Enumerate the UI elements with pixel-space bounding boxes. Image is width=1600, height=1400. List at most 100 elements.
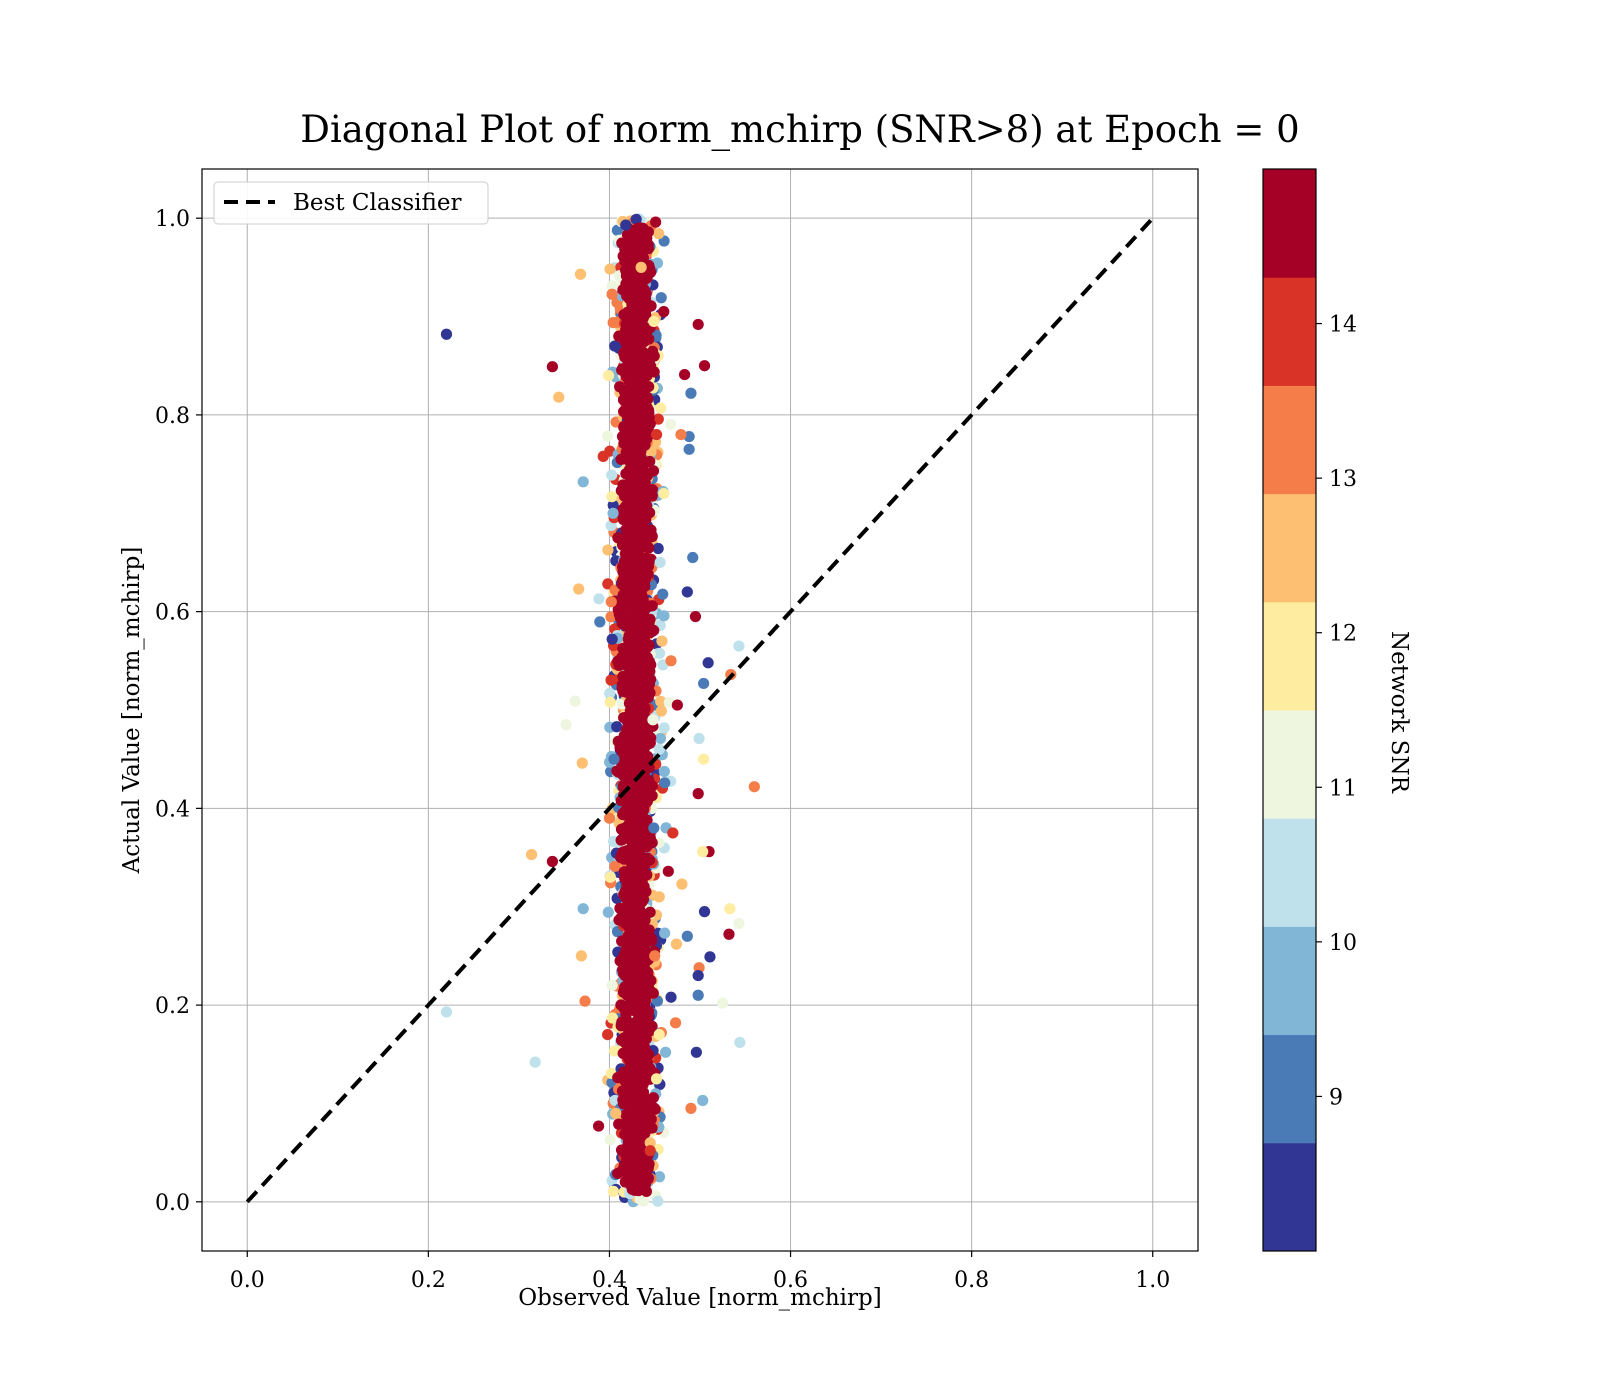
scatter-point [605,596,617,608]
scatter-point [624,1044,636,1057]
scatter-point [646,530,658,543]
x-tick-label: 1.0 [1135,1268,1170,1293]
scatter-point [606,280,618,292]
scatter-point [634,456,646,468]
scatter-point [653,1029,665,1041]
scatter-point [602,906,614,918]
scatter-point [650,1073,663,1085]
scatter-point [629,1061,641,1073]
scatter-point [655,402,667,414]
scatter-point [622,562,635,574]
scatter-point [525,848,538,861]
plot-frame [201,168,1199,1252]
scatter-point [659,927,671,939]
scatter-point [574,268,587,280]
scatter-point [606,633,618,645]
scatter-point [622,973,634,985]
scatter-point [630,952,643,964]
scatter-point [627,534,639,546]
scatter-point [638,608,650,620]
scatter-point [653,743,665,755]
scatter-point [689,610,702,623]
scatter-point [604,1134,616,1146]
scatter-point [602,1029,614,1041]
grid-lines [202,169,1198,1251]
scatter-point [612,655,624,667]
scatter-point [643,678,656,690]
scatter-point [655,292,667,304]
scatter-point [607,499,619,511]
scatter-point [621,1155,633,1167]
scatter-point [634,632,646,644]
colorbar-bin [1263,601,1316,711]
scatter-point [604,696,616,708]
scatter-point [704,951,716,963]
scatter-point [577,476,589,488]
x-tick-label: 0.6 [773,1268,808,1293]
scatter-point [616,1165,628,1177]
scatter-point [632,997,644,1009]
scatter-point [640,239,653,251]
scatter-point [629,362,641,375]
scatter-point [675,428,687,441]
colorbar-label: Network SNR [1386,631,1412,794]
scatter-point [619,738,631,750]
scatter-point [644,1145,656,1157]
scatter-point [621,545,633,557]
scatter-point [650,428,663,441]
scatter-point [734,1036,746,1049]
scatter-point [681,930,693,942]
scatter-point [642,790,654,803]
scatter-point [662,865,674,877]
scatter-point [653,891,665,903]
scatter-point [635,590,647,602]
scatter-point [685,1102,697,1114]
scatter-point [611,721,623,733]
scatter-point [665,991,677,1003]
scatter-point [633,788,645,800]
scatter-point [748,781,760,793]
scatter-point [606,1012,619,1024]
scatter-point [620,219,632,231]
scatter-point [577,903,589,915]
colorbar-tick-label: 11 [1329,776,1357,801]
colorbar-bin [1263,277,1316,386]
scatter-point [679,368,691,381]
scatter-point [637,381,650,393]
colorbar-tick-label: 10 [1329,931,1357,956]
scatter-point [560,719,572,731]
scatter-point [625,1032,637,1044]
scatter-point [698,753,710,765]
scatter-point [622,913,634,925]
y-tick-label: 0.6 [155,601,190,626]
scatter-point [592,1120,605,1132]
scatter-point [646,933,658,945]
colorbar-tick-label: 13 [1329,467,1357,492]
x-tick-label: 0.4 [592,1268,627,1293]
scatter-point [698,360,711,372]
scatter-point [608,753,620,765]
scatter-point [636,723,648,735]
scatter-point [616,682,628,694]
scatter-point [635,464,648,477]
scatter-point [724,903,736,915]
scatter-point [593,593,605,605]
scatter-point [624,756,636,768]
scatter-point [575,950,587,962]
scatter-point [627,373,639,385]
scatter-point [626,325,638,338]
scatter-point [620,1009,632,1021]
scatter-point [579,995,591,1007]
scatter-point [624,237,636,249]
scatter-point [697,846,709,858]
scatter-point [652,542,664,555]
scatter-point [629,740,641,752]
scatter-point [654,732,667,745]
scatter-point [624,1071,636,1083]
scatter-point [649,950,661,962]
scatter-point [670,938,683,950]
scatter-point [625,606,637,619]
colorbar-tick-label: 12 [1329,622,1357,647]
scatter-point [723,928,735,940]
